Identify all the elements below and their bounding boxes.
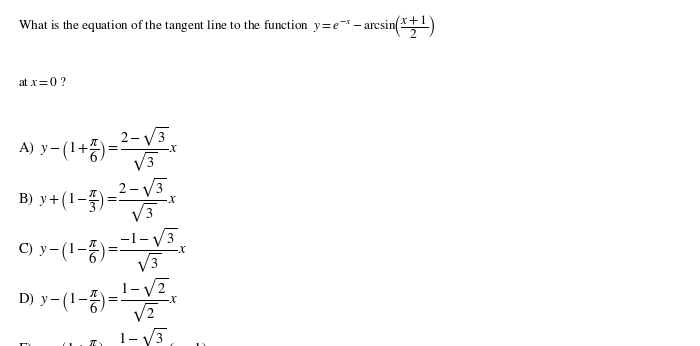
Text: E)  $y - \left(1 + \dfrac{\pi}{6}\right) = \dfrac{1-\sqrt{3}}{\sqrt{3}}\,(x-1)$: E) $y - \left(1 + \dfrac{\pi}{6}\right) … [18, 327, 206, 346]
Text: C)  $y - \left(1 - \dfrac{\pi}{6}\right) = \dfrac{-1-\sqrt{3}}{\sqrt{3}}\, x$: C) $y - \left(1 - \dfrac{\pi}{6}\right) … [18, 227, 187, 275]
Text: at $x = 0$ ?: at $x = 0$ ? [18, 76, 66, 89]
Text: B)  $y + \left(1 - \dfrac{\pi}{3}\right) = \dfrac{2-\sqrt{3}}{\sqrt{3}}\, x$: B) $y + \left(1 - \dfrac{\pi}{3}\right) … [18, 176, 176, 225]
Text: D)  $y - \left(1 - \dfrac{\pi}{6}\right) = \dfrac{1-\sqrt{2}}{\sqrt{2}}\, x$: D) $y - \left(1 - \dfrac{\pi}{6}\right) … [18, 277, 178, 325]
Text: What is the equation of the tangent line to the function  $y = e^{-x} - \mathrm{: What is the equation of the tangent line… [18, 14, 435, 41]
Text: A)  $y - \left(1 + \dfrac{\pi}{6}\right) = \dfrac{2-\sqrt{3}}{\sqrt{3}}\, x$: A) $y - \left(1 + \dfrac{\pi}{6}\right) … [18, 126, 178, 174]
